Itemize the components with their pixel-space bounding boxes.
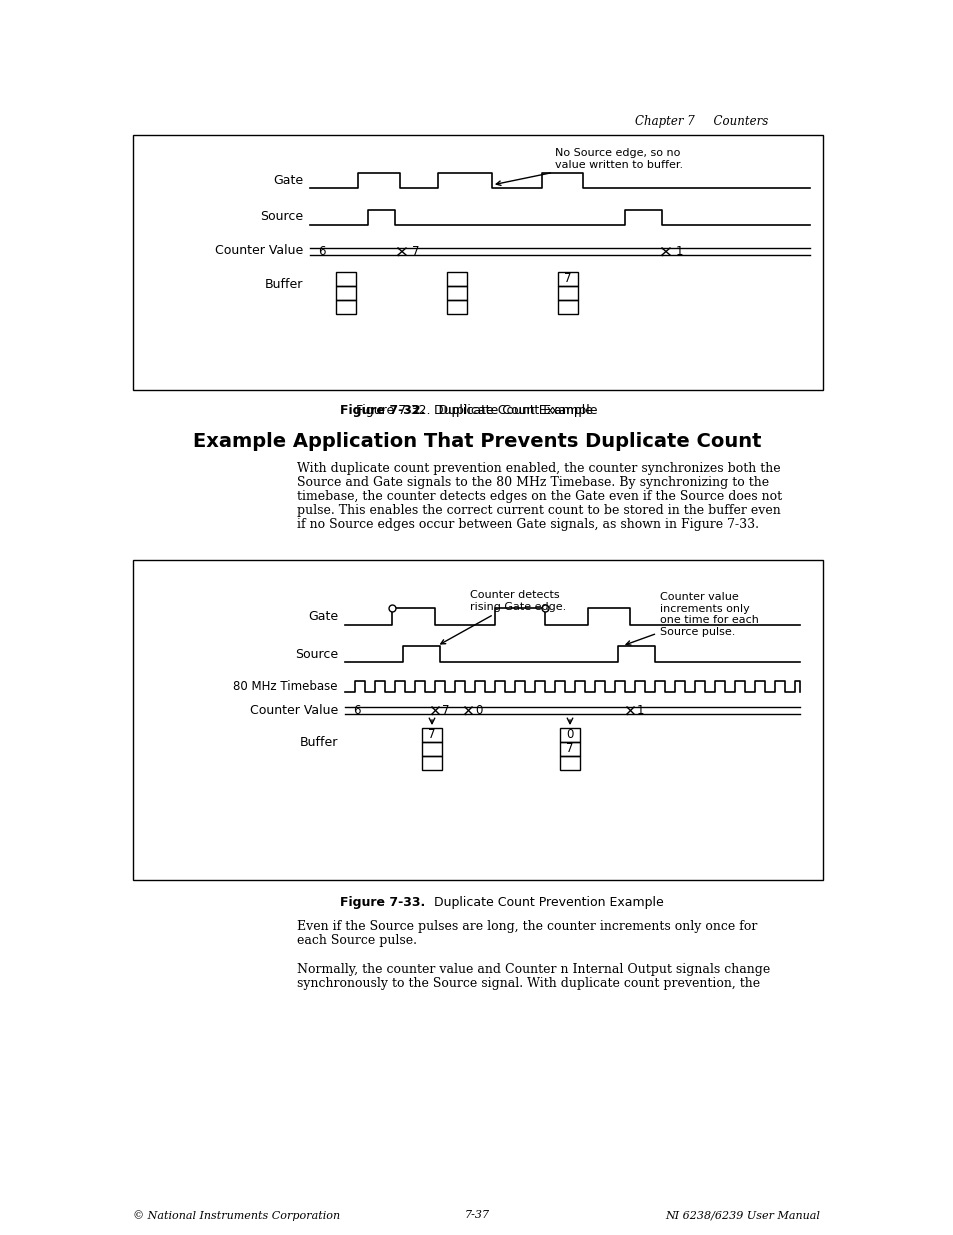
Text: 6: 6	[353, 704, 360, 718]
Bar	[335, 272, 355, 287]
Bar	[558, 272, 578, 287]
Text: Source: Source	[294, 647, 337, 661]
Text: Figure 7-32.: Figure 7-32.	[339, 404, 425, 417]
Bar	[558, 287, 578, 300]
Bar	[421, 756, 441, 769]
Text: 7: 7	[563, 273, 571, 285]
Text: Source: Source	[259, 210, 303, 224]
Text: 7: 7	[412, 245, 419, 258]
Text: No Source edge, so no
value written to buffer.: No Source edge, so no value written to b…	[496, 148, 682, 185]
Text: Even if the Source pulses are long, the counter increments only once for: Even if the Source pulses are long, the …	[296, 920, 757, 932]
Text: each Source pulse.: each Source pulse.	[296, 934, 416, 947]
Bar	[447, 287, 467, 300]
Text: Source and Gate signals to the 80 MHz Timebase. By synchronizing to the: Source and Gate signals to the 80 MHz Ti…	[296, 475, 768, 489]
Bar	[132, 135, 822, 390]
Bar	[335, 300, 355, 314]
Text: synchronously to the Source signal. With duplicate count prevention, the: synchronously to the Source signal. With…	[296, 977, 760, 990]
Text: Figure 7-33.: Figure 7-33.	[339, 897, 425, 909]
Text: Example Application That Prevents Duplicate Count: Example Application That Prevents Duplic…	[193, 432, 760, 451]
Text: © National Instruments Corporation: © National Instruments Corporation	[132, 1210, 340, 1220]
Text: pulse. This enables the correct current count to be stored in the buffer even: pulse. This enables the correct current …	[296, 504, 780, 517]
Text: 0: 0	[566, 729, 573, 741]
Text: 7-37: 7-37	[464, 1210, 489, 1220]
Text: 1: 1	[637, 704, 644, 718]
Text: Counter Value: Counter Value	[214, 245, 303, 258]
Bar	[559, 756, 579, 769]
Text: 6: 6	[317, 245, 325, 258]
Text: if no Source edges occur between Gate signals, as shown in Figure 7-33.: if no Source edges occur between Gate si…	[296, 517, 759, 531]
Bar	[132, 559, 822, 881]
Bar	[559, 727, 579, 742]
Text: Counter detects
rising Gate edge.: Counter detects rising Gate edge.	[440, 590, 566, 643]
Text: timebase, the counter detects edges on the Gate even if the Source does not: timebase, the counter detects edges on t…	[296, 490, 781, 503]
Text: 80 MHz Timebase: 80 MHz Timebase	[233, 679, 337, 693]
Text: Figure 7-32.  Duplicate Count Example: Figure 7-32. Duplicate Count Example	[355, 404, 598, 417]
Text: With duplicate count prevention enabled, the counter synchronizes both the: With duplicate count prevention enabled,…	[296, 462, 780, 475]
Text: Buffer: Buffer	[299, 736, 337, 748]
Text: Gate: Gate	[308, 610, 337, 622]
Text: Counter value
increments only
one time for each
Source pulse.: Counter value increments only one time f…	[625, 592, 758, 645]
Text: Duplicate Count Example: Duplicate Count Example	[430, 404, 593, 417]
Text: Duplicate Count Prevention Example: Duplicate Count Prevention Example	[430, 897, 663, 909]
Bar	[559, 742, 579, 756]
Text: Counter Value: Counter Value	[250, 704, 337, 716]
Text: 1: 1	[676, 245, 682, 258]
Text: Chapter 7     Counters: Chapter 7 Counters	[635, 115, 767, 128]
Text: Normally, the counter value and Counter n Internal Output signals change: Normally, the counter value and Counter …	[296, 963, 769, 976]
Text: 7: 7	[428, 729, 436, 741]
Text: NI 6238/6239 User Manual: NI 6238/6239 User Manual	[664, 1210, 820, 1220]
Text: Gate: Gate	[273, 173, 303, 186]
Text: Buffer: Buffer	[264, 279, 303, 291]
Bar	[558, 300, 578, 314]
Bar	[447, 272, 467, 287]
Bar	[421, 727, 441, 742]
Bar	[335, 287, 355, 300]
Text: 7: 7	[441, 704, 449, 718]
Text: 0: 0	[475, 704, 482, 718]
Text: 7: 7	[566, 742, 573, 756]
Bar	[421, 742, 441, 756]
Bar	[447, 300, 467, 314]
